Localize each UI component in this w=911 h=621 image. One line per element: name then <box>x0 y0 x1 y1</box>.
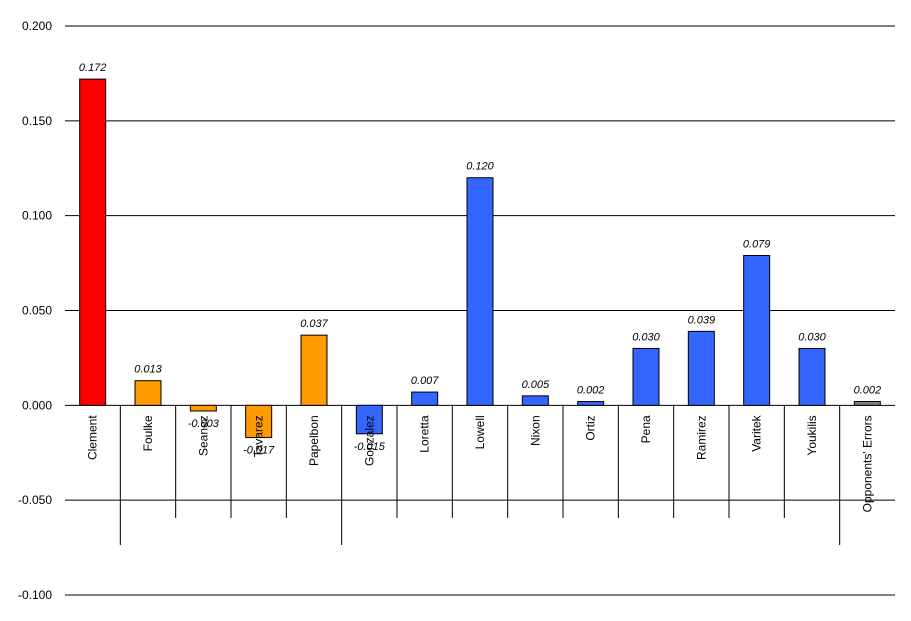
bar-ramirez <box>687 330 715 406</box>
category-separators <box>119 405 841 545</box>
category-labels: Clement Foulke Seanez Tavarez Papelbon Gonzal… <box>86 414 875 512</box>
bar-ortiz <box>577 401 605 406</box>
data-label: 0.007 <box>411 375 439 387</box>
category-label: Clement <box>86 415 100 460</box>
category-label: Nixon <box>528 415 542 446</box>
bar-loretta <box>411 391 439 406</box>
data-label: -0.017 <box>243 445 275 457</box>
category-label: Ramirez <box>694 415 708 460</box>
data-label: 0.120 <box>466 161 494 173</box>
bar-gonzalez <box>355 404 383 435</box>
category-label: Gonzalez <box>362 415 376 466</box>
data-label: 0.030 <box>798 331 826 343</box>
category-label: Youkilis <box>805 415 819 455</box>
bar-pena <box>632 347 660 406</box>
y-tick-label: -0.050 <box>18 493 52 507</box>
bar-foulke <box>134 380 162 406</box>
category-label: Lowell <box>473 415 487 449</box>
bar-clement <box>79 78 107 406</box>
category-label: Opponents' Errors <box>860 415 874 512</box>
y-tick-label: 0.200 <box>22 19 52 33</box>
bar-seanez <box>189 404 217 412</box>
data-label: -0.003 <box>188 418 220 430</box>
category-label: Seanez <box>196 415 210 456</box>
category-label: Varitek <box>750 414 764 451</box>
data-label: 0.079 <box>743 238 771 250</box>
y-tick-label: 0.100 <box>22 209 52 223</box>
bar-nixon <box>521 395 549 406</box>
category-label: Ortiz <box>584 415 598 440</box>
data-label: 0.002 <box>577 385 605 397</box>
category-label: Papelbon <box>307 415 321 466</box>
bar-varitek <box>743 254 771 406</box>
data-label: 0.002 <box>854 385 882 397</box>
bar-opponents-errors <box>853 401 881 406</box>
bars <box>79 78 881 439</box>
category-label: Tavarez <box>252 415 266 457</box>
bar-tavarez <box>245 404 273 439</box>
data-label: 0.005 <box>522 379 550 391</box>
bar-papelbon <box>300 334 328 406</box>
y-tick-label: 0.000 <box>22 398 52 412</box>
data-label: 0.172 <box>79 62 107 74</box>
y-axis-tick-labels: 0.200 0.150 0.100 0.050 0.000 -0.050 -0.100 <box>18 19 52 602</box>
y-tick-label: -0.100 <box>18 588 52 602</box>
data-label: 0.039 <box>688 314 716 326</box>
data-label: -0.015 <box>354 441 386 453</box>
bar-lowell <box>466 177 494 406</box>
data-label: 0.013 <box>134 364 162 376</box>
category-label: Pena <box>639 415 653 443</box>
y-tick-label: 0.150 <box>22 114 52 128</box>
data-label: 0.037 <box>300 318 328 330</box>
y-tick-label: 0.050 <box>22 304 52 318</box>
data-label: 0.030 <box>632 331 660 343</box>
bar-youkilis <box>798 347 826 406</box>
data-labels: 0.172 0.013 -0.003 -0.017 0.037 -0.015 0.007 0.… <box>79 62 881 456</box>
category-label: Foulke <box>141 415 155 451</box>
category-label: Loretta <box>418 415 432 453</box>
